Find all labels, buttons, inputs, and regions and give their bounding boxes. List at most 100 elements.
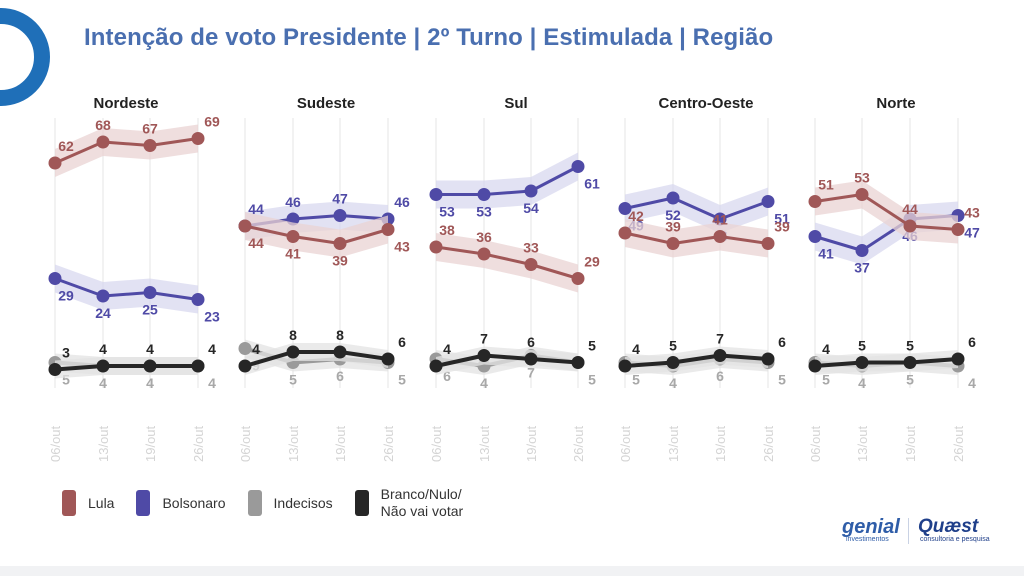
page-title: Intenção de voto Presidente | 2º Turno |… — [84, 24, 774, 51]
data-label-indecisos: 6 — [443, 368, 451, 384]
data-label-branco: 5 — [906, 338, 914, 354]
chart-title-centro-oeste: Centro-Oeste — [658, 95, 753, 112]
data-label-branco: 6 — [968, 334, 976, 350]
ci-band-lula — [245, 212, 388, 258]
data-label-lula: 44 — [248, 235, 264, 251]
data-label-lula: 69 — [204, 114, 220, 130]
data-point-branco — [191, 359, 205, 373]
data-label-indecisos: 4 — [146, 375, 154, 391]
data-label-lula: 38 — [439, 222, 455, 238]
bottom-band — [0, 566, 1024, 576]
data-point-lula — [524, 258, 538, 271]
data-point-bolsonaro — [761, 195, 775, 208]
data-label-branco: 5 — [858, 338, 866, 354]
x-tick-label: 26/out — [761, 425, 776, 462]
data-label-bolsonaro: 24 — [95, 305, 111, 321]
data-point-lula — [286, 230, 300, 243]
legend-item-lula: Lula — [62, 490, 114, 516]
data-point-branco — [143, 359, 157, 373]
data-label-bolsonaro: 54 — [523, 200, 539, 216]
series-line-branco — [435, 353, 579, 368]
series-line-lula — [624, 231, 769, 245]
legend: Lula Bolsonaro Indecisos Branco/Nulo/ Nã… — [62, 486, 503, 520]
data-point-branco — [238, 359, 252, 373]
data-point-lula — [48, 156, 62, 170]
legend-swatch-indecisos — [247, 490, 262, 516]
data-label-branco: 4 — [208, 341, 216, 357]
data-point-bolsonaro — [855, 244, 869, 257]
data-label-indecisos: 5 — [822, 372, 830, 388]
data-point-branco — [429, 359, 443, 373]
data-point-branco — [286, 345, 300, 359]
data-label-branco: 4 — [252, 341, 260, 357]
data-point-branco — [571, 356, 585, 369]
data-point-lula — [808, 195, 822, 208]
chart-title-norte: Norte — [876, 95, 915, 112]
data-label-indecisos: 6 — [716, 368, 724, 384]
data-label-branco: 4 — [99, 341, 107, 357]
data-label-bolsonaro: 41 — [818, 246, 834, 262]
data-point-lula — [903, 219, 917, 233]
data-point-branco — [524, 352, 538, 366]
x-tick-label: 19/out — [333, 425, 348, 462]
data-label-branco: 7 — [716, 331, 724, 347]
data-label-lula: 68 — [95, 117, 111, 133]
data-point-branco — [761, 352, 775, 366]
data-label-bolsonaro: 23 — [204, 309, 220, 325]
data-point-bolsonaro — [571, 160, 585, 173]
data-point-branco — [48, 363, 62, 376]
data-label-indecisos: 7 — [527, 365, 535, 381]
x-tick-label: 19/out — [143, 425, 158, 462]
data-label-indecisos: 5 — [289, 372, 297, 388]
data-point-indecisos — [238, 342, 252, 355]
series-line-bolsonaro — [436, 165, 579, 196]
ci-band-bolsonaro — [55, 264, 198, 314]
data-label-indecisos: 5 — [398, 372, 406, 388]
series-line-lula — [244, 224, 389, 245]
ci-band-lula — [436, 233, 578, 293]
data-label-lula: 29 — [584, 254, 600, 270]
x-tick-label: 26/out — [191, 425, 206, 462]
data-point-lula — [381, 223, 395, 236]
data-point-bolsonaro — [618, 202, 632, 215]
legend-swatch-branco — [354, 490, 369, 516]
data-point-branco — [96, 359, 110, 373]
quaest-logo: Quæst — [918, 516, 979, 537]
data-label-lula: 43 — [964, 205, 980, 221]
data-point-bolsonaro — [808, 230, 822, 243]
genial-logo: genial — [842, 516, 900, 538]
data-label-lula: 33 — [523, 240, 539, 256]
genial-logo-subtitle: investimentos — [846, 536, 889, 543]
data-point-lula — [333, 237, 347, 250]
data-point-lula — [855, 188, 869, 201]
data-point-branco — [333, 345, 347, 359]
data-label-lula: 67 — [142, 121, 158, 137]
x-tick-label: 06/out — [238, 425, 253, 462]
ci-band-lula — [625, 219, 768, 258]
data-label-branco: 4 — [822, 341, 830, 357]
data-label-lula: 43 — [394, 239, 410, 255]
series-line-branco — [814, 357, 959, 368]
data-label-lula: 41 — [712, 212, 728, 228]
data-label-branco: 5 — [669, 338, 677, 354]
x-tick-label: 06/out — [618, 425, 633, 462]
data-point-bolsonaro — [143, 286, 157, 299]
legend-label-bolsonaro: Bolsonaro — [162, 495, 226, 511]
data-label-indecisos: 4 — [480, 375, 488, 391]
data-label-branco: 6 — [527, 334, 535, 350]
quaest-logo-subtitle: consultoria e pesquisa — [920, 536, 990, 543]
data-label-bolsonaro: 47 — [964, 225, 980, 241]
data-label-branco: 8 — [289, 327, 297, 343]
data-label-indecisos: 5 — [62, 372, 70, 388]
chart-title-sudeste: Sudeste — [297, 95, 355, 112]
chart-title-sul: Sul — [504, 95, 527, 112]
series-line-bolsonaro — [54, 277, 199, 301]
brand-divider — [908, 518, 909, 544]
series-line-bolsonaro — [624, 196, 769, 221]
data-label-bolsonaro: 44 — [248, 201, 264, 217]
data-point-lula — [429, 240, 443, 254]
data-label-branco: 5 — [588, 338, 596, 354]
data-label-bolsonaro: 47 — [332, 191, 348, 207]
